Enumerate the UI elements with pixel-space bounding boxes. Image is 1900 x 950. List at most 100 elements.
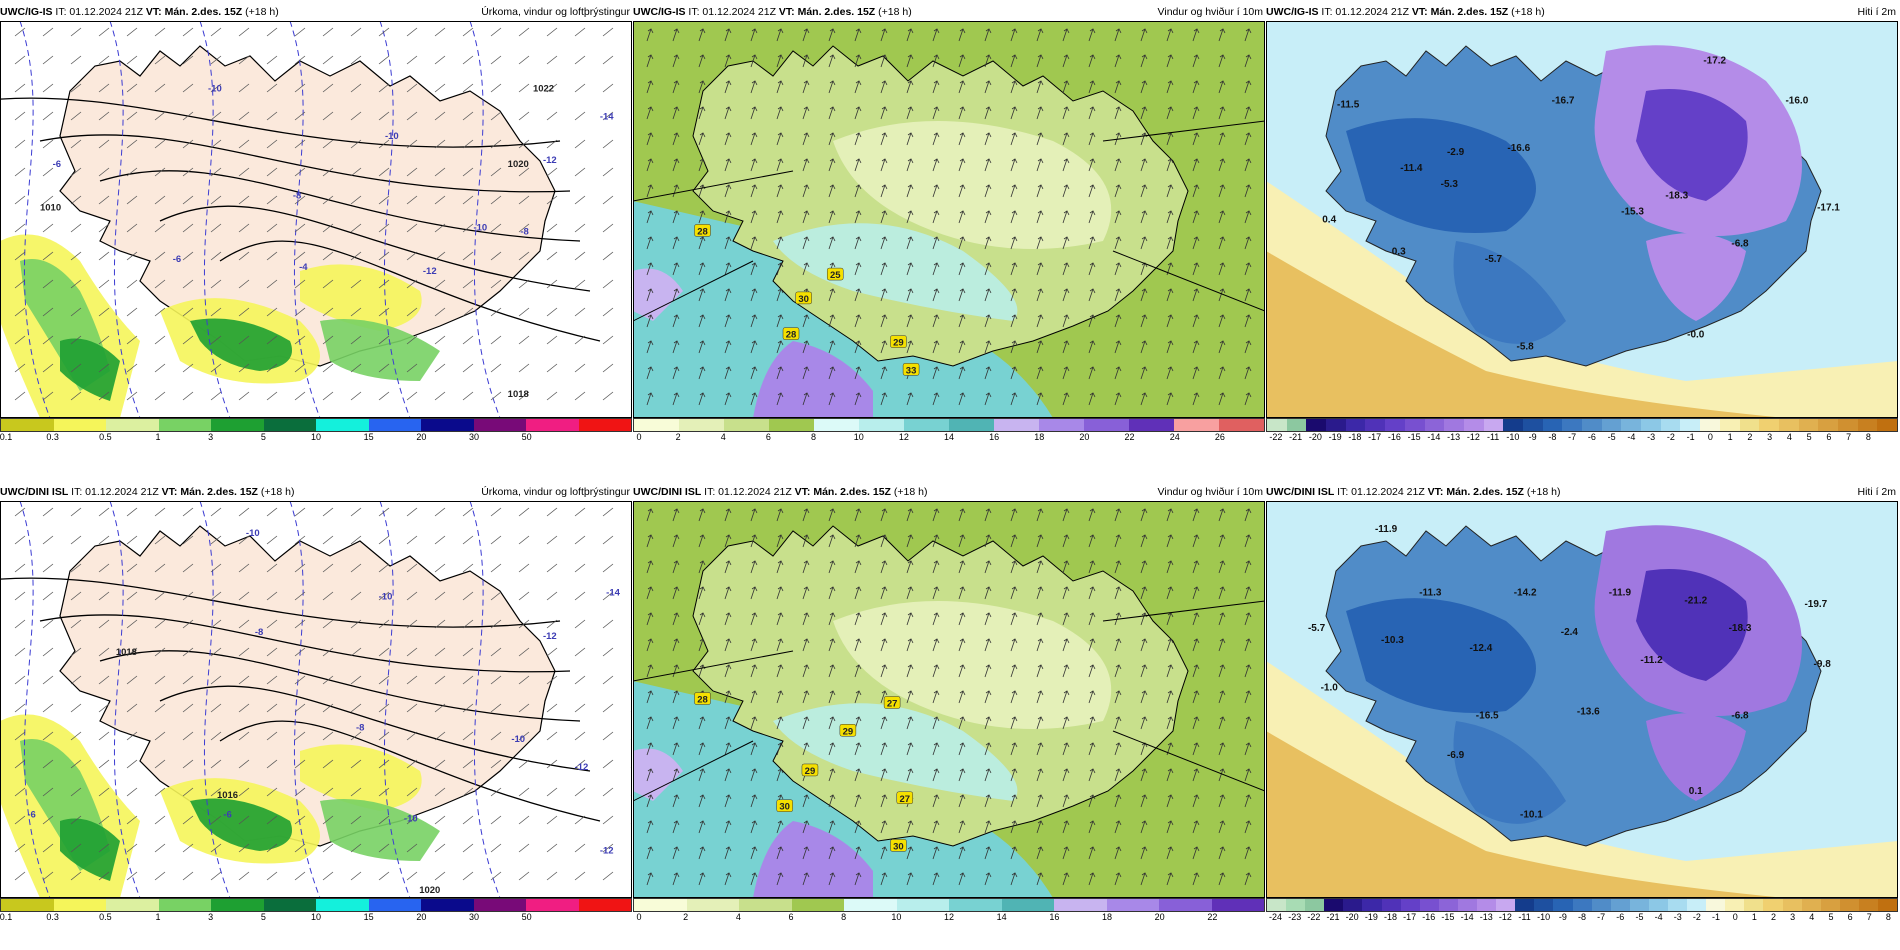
color-swatch bbox=[859, 419, 904, 431]
contour-label: -12 bbox=[575, 762, 589, 773]
contour-label: -8 bbox=[255, 627, 263, 638]
contour-label: -6 bbox=[27, 810, 35, 821]
color-swatch bbox=[1700, 419, 1720, 431]
map-panel-r1c3: UWC/IG-IS IT: 01.12.2024 21Z VT: Mán. 2.… bbox=[1266, 4, 1898, 446]
color-scale-tick: -5 bbox=[1635, 912, 1644, 922]
valid-time: Mán. 2.des. 15Z bbox=[180, 486, 258, 498]
contour-label: -8 bbox=[520, 226, 528, 237]
temperature-label: -11.4 bbox=[1400, 163, 1423, 174]
contour-label: 1010 bbox=[40, 203, 61, 214]
color-swatch bbox=[1385, 419, 1405, 431]
contour-label: -12 bbox=[543, 155, 557, 166]
color-swatch bbox=[1739, 419, 1760, 431]
color-swatch bbox=[949, 899, 1002, 911]
color-swatch bbox=[791, 899, 844, 911]
issue-time: IT: 01.12.2024 21Z bbox=[1321, 6, 1409, 18]
color-scale: 0.1 0.3 0.5 1 3 5 10 15 20 30 50 bbox=[0, 418, 632, 444]
valid-time: Mán. 2.des. 15Z bbox=[813, 486, 891, 498]
temperature-label: -11.9 bbox=[1375, 524, 1398, 535]
color-scale-swatches bbox=[1266, 898, 1898, 912]
gust-label-box bbox=[782, 327, 800, 340]
color-scale-tick: 1 bbox=[155, 912, 161, 922]
gust-label-box bbox=[826, 267, 844, 281]
issue-time: IT: 01.12.2024 21Z bbox=[704, 486, 792, 498]
color-swatch bbox=[1621, 419, 1642, 431]
color-swatch bbox=[368, 419, 421, 431]
color-scale-tick: -3 bbox=[1647, 432, 1656, 442]
contour-label: 1020 bbox=[419, 885, 440, 896]
color-scale-tick: -6 bbox=[1616, 912, 1625, 922]
color-scale-tick: 18 bbox=[1034, 432, 1045, 442]
map-panel-r1c2: UWC/IG-IS IT: 01.12.2024 21Z VT: Mán. 2.… bbox=[633, 4, 1265, 446]
model-name: UWC/IG-IS bbox=[1266, 6, 1319, 18]
color-scale-tick: 50 bbox=[521, 432, 532, 442]
color-swatch bbox=[634, 419, 679, 431]
color-scale-tick: 6 bbox=[788, 912, 794, 922]
color-scale-tick: 15 bbox=[363, 432, 374, 442]
contour-label: -6 bbox=[53, 159, 61, 170]
color-swatch bbox=[1463, 419, 1484, 431]
color-scale-swatches bbox=[633, 418, 1265, 432]
contour-label: 1020 bbox=[508, 159, 529, 170]
valid-time: Mán. 2.des. 15Z bbox=[797, 6, 876, 18]
color-swatch bbox=[263, 899, 316, 911]
panel-title: Vindur og hviður í 10m bbox=[1157, 486, 1263, 498]
color-swatch bbox=[1400, 899, 1420, 911]
color-scale-tick: 2 bbox=[683, 912, 689, 922]
color-swatch bbox=[739, 899, 792, 911]
map-view[interactable]: -10 -8 -10 -12 -14 -8 -10 -12 -6 -6 -10 -12 1020 1018… bbox=[0, 501, 632, 898]
temperature-label: -17.1 bbox=[1817, 203, 1840, 214]
valid-time-label: VT: bbox=[778, 6, 795, 18]
color-scale-tick: 7 bbox=[1846, 432, 1852, 442]
lead-time: (+18 h) bbox=[878, 6, 912, 18]
color-scale-tick: 0.3 bbox=[46, 912, 59, 922]
color-swatch bbox=[1483, 419, 1504, 431]
temperature-label: -13.6 bbox=[1577, 706, 1600, 717]
color-swatch bbox=[1801, 899, 1821, 911]
color-swatch bbox=[1798, 419, 1819, 431]
contour-label: -12 bbox=[600, 845, 614, 856]
color-swatch bbox=[1572, 899, 1592, 911]
contour-label: -8 bbox=[356, 722, 364, 733]
gust-label-box bbox=[896, 791, 914, 804]
gust-label: 29 bbox=[805, 766, 816, 777]
color-swatch bbox=[1522, 419, 1543, 431]
temperature-label: -5.8 bbox=[1517, 342, 1535, 353]
color-scale-tick: -9 bbox=[1558, 912, 1567, 922]
valid-time: Mán. 2.des. 15Z bbox=[1446, 486, 1524, 498]
map-view[interactable]: -17.2 -11.5 -16.7 -16.0 -2.9 -16.6 -11.4 -5.3 -1… bbox=[1266, 21, 1898, 418]
color-scale-tick: 16 bbox=[989, 432, 1000, 442]
color-scale-tick: 15 bbox=[363, 912, 374, 922]
color-scale-tick: 0.5 bbox=[99, 432, 112, 442]
contour-label: -10 bbox=[385, 131, 399, 142]
map-panel-r2c3: UWC/DINI ISL IT: 01.12.2024 21Z VT: Mán.… bbox=[1266, 484, 1898, 926]
issue-time: IT: 01.12.2024 21Z bbox=[71, 486, 159, 498]
color-scale-tick: 3 bbox=[208, 912, 214, 922]
gust-label-box bbox=[890, 335, 907, 348]
gust-label: 29 bbox=[893, 338, 904, 349]
color-scale-tick: -7 bbox=[1597, 912, 1606, 922]
temperature-label: -21.2 bbox=[1684, 595, 1707, 606]
color-swatch bbox=[1362, 899, 1382, 911]
color-scale-tick: 8 bbox=[811, 432, 817, 442]
map-canvas: -10 -6 -8 -10 -12 -14 -8 -12 -10 -6 -4 1010 1020 1022… bbox=[0, 21, 632, 418]
panel-title: Úrkoma, vindur og loftþrýstingur bbox=[481, 486, 630, 498]
color-scale-tick: -21 bbox=[1289, 432, 1303, 442]
color-scale-tick: -3 bbox=[1673, 912, 1682, 922]
color-scale-tick: -6 bbox=[1587, 432, 1596, 442]
color-scale-tick: -22 bbox=[1307, 912, 1321, 922]
color-swatch bbox=[1503, 419, 1523, 431]
map-view[interactable]: -10 -6 -8 -10 -12 -14 -8 -12 -10 -6 -4 1010 1020 1022… bbox=[0, 21, 632, 418]
color-scale-tick: 4 bbox=[1809, 912, 1815, 922]
temperature-label: -18.3 bbox=[1665, 191, 1688, 202]
map-view[interactable]: -11.9 -11.3 -14.2 -11.9 -21.2 -19.7 -5.7 -10.3 -… bbox=[1266, 501, 1898, 898]
color-swatch bbox=[1365, 419, 1386, 431]
map-view[interactable]: 28 27 29 29 30 27 30 bbox=[633, 501, 1265, 898]
map-view[interactable]: 28 25 30 28 29 33 bbox=[633, 21, 1265, 418]
gust-label-box bbox=[694, 224, 711, 237]
color-scale-tick: -21 bbox=[1326, 912, 1340, 922]
color-swatch bbox=[1687, 899, 1707, 911]
color-scale-tick: 0 bbox=[636, 432, 642, 442]
map-canvas: 28 25 30 28 29 33 bbox=[633, 21, 1265, 418]
color-scale-tick: 4 bbox=[1786, 432, 1792, 442]
